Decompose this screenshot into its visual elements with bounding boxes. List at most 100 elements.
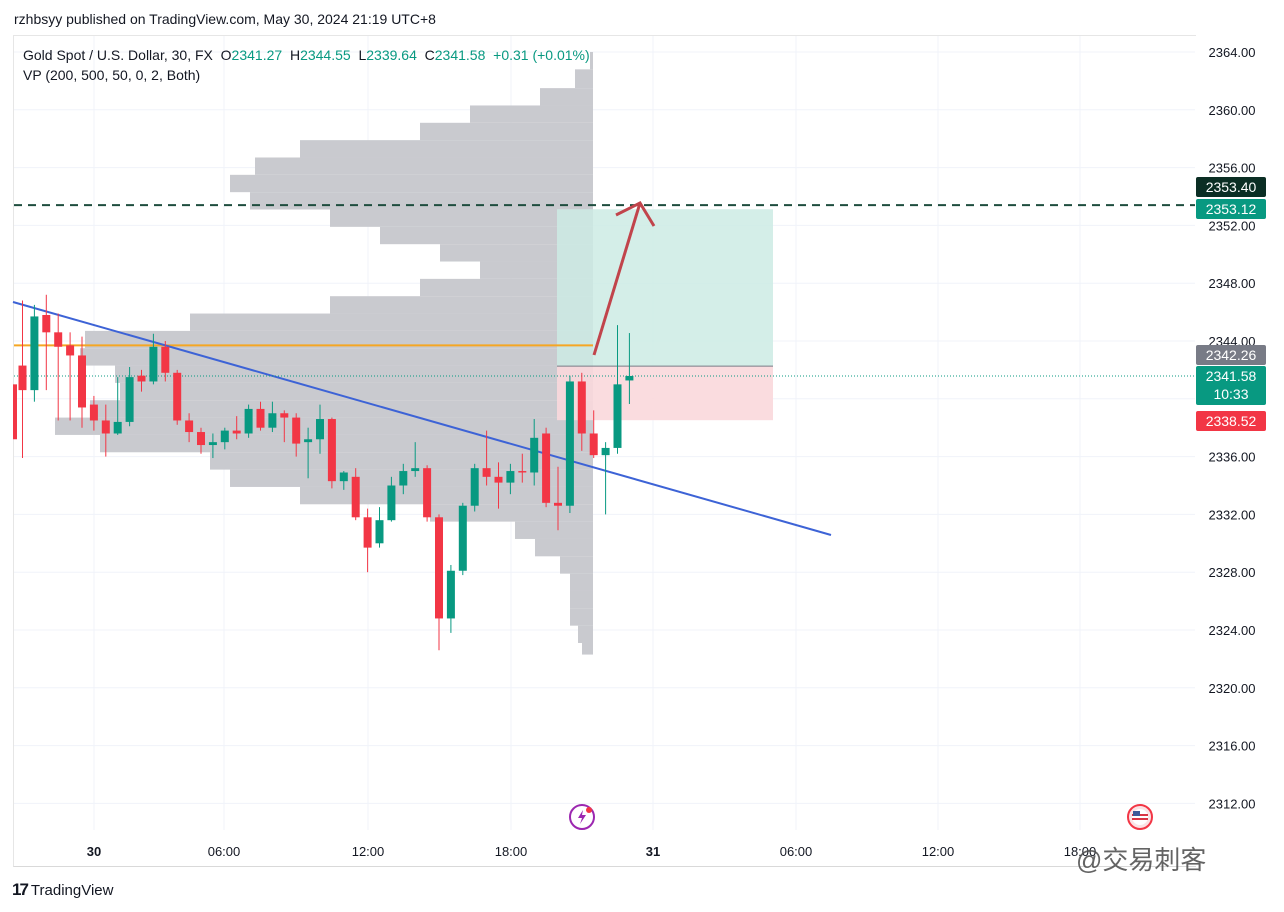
descending-trendline[interactable]: [12, 301, 832, 536]
open-value: 2341.27: [231, 47, 283, 63]
y-tick-label: 2336.00: [1209, 450, 1256, 465]
volume-profile-bar: [90, 400, 593, 418]
volume-profile-bar: [210, 452, 593, 470]
candle-body: [149, 346, 158, 382]
chart-pane[interactable]: [13, 35, 1196, 867]
drawing-lines[interactable]: [12, 201, 1195, 536]
volume-profile-bar: [255, 157, 593, 175]
flash-event-icon[interactable]: [569, 804, 595, 830]
volume-profile-bar: [230, 174, 593, 193]
volume-profile-bar: [535, 538, 593, 557]
candle-body: [161, 346, 170, 373]
candle-body: [30, 316, 39, 391]
y-tick-label: 2312.00: [1209, 796, 1256, 811]
volume-profile-bar: [300, 140, 593, 158]
indicator-legend[interactable]: VP (200, 500, 50, 0, 2, Both): [23, 67, 201, 83]
candle-body: [13, 384, 17, 440]
y-tick-label: 2352.00: [1209, 218, 1256, 233]
low-value: 2339.64: [366, 47, 417, 63]
candle-body: [470, 468, 479, 506]
candle-body: [387, 485, 396, 521]
candle-body: [565, 381, 574, 506]
tv-logo-icon: 17: [12, 880, 29, 899]
volume-profile-bar: [570, 608, 593, 626]
price-axis[interactable]: 2312.00 2316.00 2320.00 2324.00 2328.00 2332.…: [1209, 45, 1256, 811]
candle-body: [66, 345, 75, 356]
position-zones[interactable]: [557, 209, 773, 421]
y-tick-label: 2364.00: [1209, 45, 1256, 60]
y-tick-label: 2324.00: [1209, 623, 1256, 638]
x-tick-label: 30: [87, 844, 101, 859]
change-value: +0.31 (+0.01%): [493, 47, 590, 63]
volume-profile-bar: [300, 486, 593, 505]
x-tick-label: 06:00: [780, 844, 813, 859]
x-tick-label: 18:00: [495, 844, 528, 859]
volume-profile-bar: [570, 573, 593, 591]
volume-profile-bar: [540, 88, 593, 106]
take-profit-zone[interactable]: [557, 209, 773, 367]
candle-body: [173, 372, 182, 421]
candle-body: [530, 437, 539, 473]
volume-profile-bar: [582, 643, 593, 655]
candle-body: [423, 468, 432, 518]
volume-profile-bar: [380, 226, 593, 245]
symbol-name[interactable]: Gold Spot / U.S. Dollar, 30, FX: [23, 47, 213, 63]
candle-body: [78, 355, 86, 408]
volume-profile-bar: [330, 209, 593, 227]
chart-legend: Gold Spot / U.S. Dollar, 30, FX O2341.27…: [23, 45, 590, 85]
legend-row-ohlc: Gold Spot / U.S. Dollar, 30, FX O2341.27…: [23, 45, 590, 65]
candle-body: [458, 505, 467, 571]
x-tick-label: 12:00: [352, 844, 385, 859]
volume-profile-bar: [330, 296, 593, 314]
volume-profile-bar: [578, 625, 593, 644]
candle-body: [518, 471, 527, 473]
tradingview-logo[interactable]: 17 TradingView: [12, 880, 113, 900]
volume-profile-bar: [590, 52, 593, 70]
candle-body: [363, 517, 372, 548]
volume-profile-bar: [230, 469, 593, 487]
projection-arrow-head[interactable]: [615, 201, 656, 227]
candle-body: [280, 413, 289, 418]
x-tick-label: 31: [646, 844, 660, 859]
x-tick-label: 12:00: [922, 844, 955, 859]
volume-profile-bar: [440, 244, 593, 262]
y-tick-label: 2356.00: [1209, 161, 1256, 176]
volume-profile: [55, 52, 593, 655]
y-tick-label: 2316.00: [1209, 739, 1256, 754]
low-label: L: [358, 47, 367, 63]
candle-body: [256, 408, 265, 428]
volume-profile-bar: [570, 590, 593, 609]
stop-loss-zone[interactable]: [557, 366, 773, 421]
stop-price-label: 2338.52: [1196, 411, 1266, 431]
candle-body: [42, 314, 51, 333]
candle-body: [292, 417, 301, 444]
time-axis[interactable]: 30 06:00 12:00 18:00 31 06:00 12:00 18:00: [87, 844, 1097, 859]
candle-body: [399, 471, 408, 486]
publisher-line: rzhbsyy published on TradingView.com, Ma…: [14, 11, 436, 27]
volume-profile-bar: [190, 313, 593, 331]
volume-profile-bar: [120, 382, 593, 401]
candle-body: [244, 408, 253, 434]
volume-profile-bar: [100, 434, 593, 453]
volume-profile-bar: [115, 365, 593, 383]
candle-body: [625, 375, 634, 381]
open-label: O: [220, 47, 232, 63]
high-label: H: [289, 47, 301, 63]
candle-body: [446, 570, 455, 619]
volume-profile-bar: [515, 521, 593, 539]
projection-arrow-shaft[interactable]: [592, 202, 642, 356]
close-value: 2341.58: [434, 47, 486, 63]
watermark: @交易刺客: [1076, 845, 1207, 875]
high-value: 2344.55: [300, 47, 351, 63]
candle-body: [232, 430, 241, 434]
candle-body: [411, 468, 420, 472]
candle-body: [101, 420, 110, 434]
candle-body: [554, 502, 562, 506]
target-price-label: 2353.12: [1196, 199, 1266, 219]
volume-profile-bar: [560, 556, 593, 574]
y-tick-label: 2348.00: [1209, 276, 1256, 291]
us-flag-event-icon[interactable]: [1127, 804, 1153, 830]
candle-body: [494, 476, 503, 483]
candle-body: [589, 433, 598, 456]
